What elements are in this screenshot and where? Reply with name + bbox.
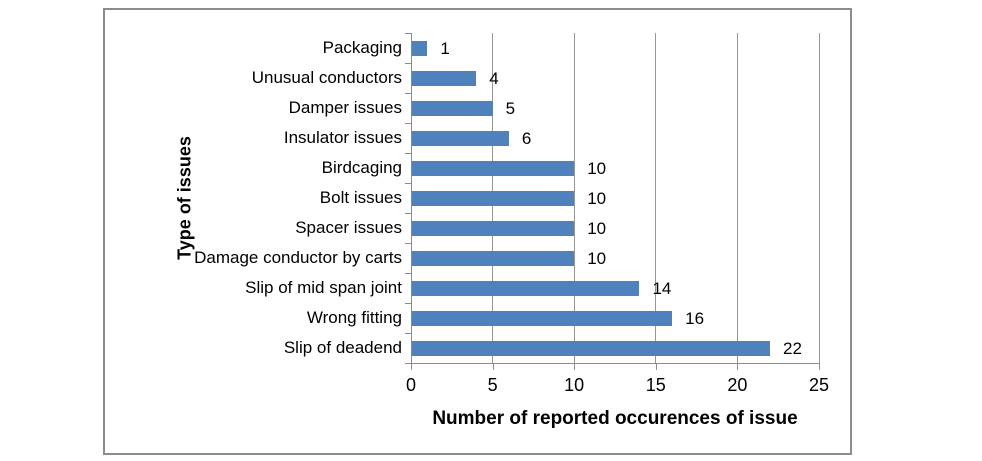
category-label: Packaging [322, 38, 402, 57]
y-axis-tick [405, 123, 412, 124]
x-axis-tick [574, 364, 576, 370]
bar [411, 340, 771, 356]
y-axis-tick [405, 183, 412, 184]
y-axis-line [411, 33, 412, 363]
bar-value-label: 16 [685, 308, 705, 328]
gridline [818, 33, 820, 363]
category-label: Insulator issues [283, 128, 402, 147]
category-label: Wrong fitting [306, 308, 402, 327]
bar-value-label: 1 [440, 38, 450, 58]
bar [411, 280, 640, 296]
bar-row: 10 [411, 183, 819, 213]
x-axis-tick [411, 364, 412, 370]
y-axis-tick [405, 243, 412, 244]
x-axis-line [411, 363, 820, 364]
category-label: Damper issues [288, 98, 402, 117]
bar-value-label: 6 [521, 128, 532, 148]
x-axis-tick-label: 5 [487, 375, 498, 395]
bar [411, 250, 575, 266]
y-axis-tick [405, 333, 412, 334]
bar [411, 100, 493, 116]
category-axis-labels: Packaging Unusual conductors Damper issues… [105, 33, 402, 363]
bar [411, 190, 575, 206]
x-axis-tick-label: 0 [405, 375, 417, 395]
category-label: Birdcaging [321, 158, 402, 177]
x-axis-tick [737, 364, 739, 370]
gridline [736, 33, 738, 363]
bar-value-label: 10 [587, 248, 607, 268]
bar-value-label: 22 [783, 338, 802, 358]
x-axis-tick-label: 20 [727, 375, 748, 395]
x-axis-tick-labels: 0 5 10 15 20 25 [406, 375, 829, 398]
bar [411, 130, 509, 146]
category-label: Damage conductor by carts [194, 248, 402, 267]
bar-row: 6 [411, 123, 819, 153]
bar-value-label: 10 [587, 218, 607, 238]
x-axis-tick [655, 364, 657, 370]
x-axis-tick-label: 10 [564, 375, 585, 395]
x-axis-tick-label: 25 [808, 375, 830, 395]
y-axis-tick [405, 213, 412, 214]
bar-row: 10 [411, 243, 819, 273]
y-axis-tick [405, 273, 412, 274]
category-label: Slip of mid span joint [245, 278, 402, 297]
y-axis-tick [405, 93, 412, 94]
bar-row: 22 [411, 333, 819, 363]
bar [411, 160, 575, 176]
y-axis-tick [405, 153, 412, 154]
category-label: Bolt issues [319, 188, 402, 207]
bar-value-label: 5 [505, 98, 516, 118]
gridline [573, 33, 575, 363]
bar-row: 5 [411, 93, 819, 123]
bar-row: 1 [411, 33, 819, 63]
y-axis-tick [405, 363, 412, 364]
x-axis-tick [492, 364, 494, 370]
y-axis-tick [405, 33, 412, 34]
bar-row: 10 [411, 153, 819, 183]
x-axis-tick [819, 364, 820, 370]
category-label: Spacer issues [295, 218, 402, 237]
category-label: Unusual conductors [251, 68, 402, 87]
category-label: Slip of deadend [283, 338, 402, 357]
bar-row: 14 [411, 273, 819, 303]
bar-row: 10 [411, 213, 819, 243]
bar-row: 4 [411, 63, 819, 93]
bar [411, 70, 477, 86]
y-axis-tick [405, 63, 412, 64]
gridline [655, 33, 657, 363]
chart-frame: Type of issues Packaging Unusual conducto… [103, 8, 852, 455]
bar-value-label: 4 [489, 68, 499, 88]
bar-value-label: 10 [587, 188, 607, 208]
bar-row: 16 [411, 303, 819, 333]
y-axis-tick [405, 303, 412, 304]
bar [411, 220, 575, 236]
bar-value-label: 10 [587, 158, 607, 178]
bar [411, 310, 673, 326]
x-axis-title: Number of reported occurences of issue [432, 408, 798, 429]
bar [411, 40, 428, 56]
x-axis-tick-label: 15 [645, 375, 666, 395]
bar-series: 1 4 5 6 10 10 10 10 14 16 22 [411, 33, 819, 363]
bar-value-label: 14 [652, 278, 672, 298]
